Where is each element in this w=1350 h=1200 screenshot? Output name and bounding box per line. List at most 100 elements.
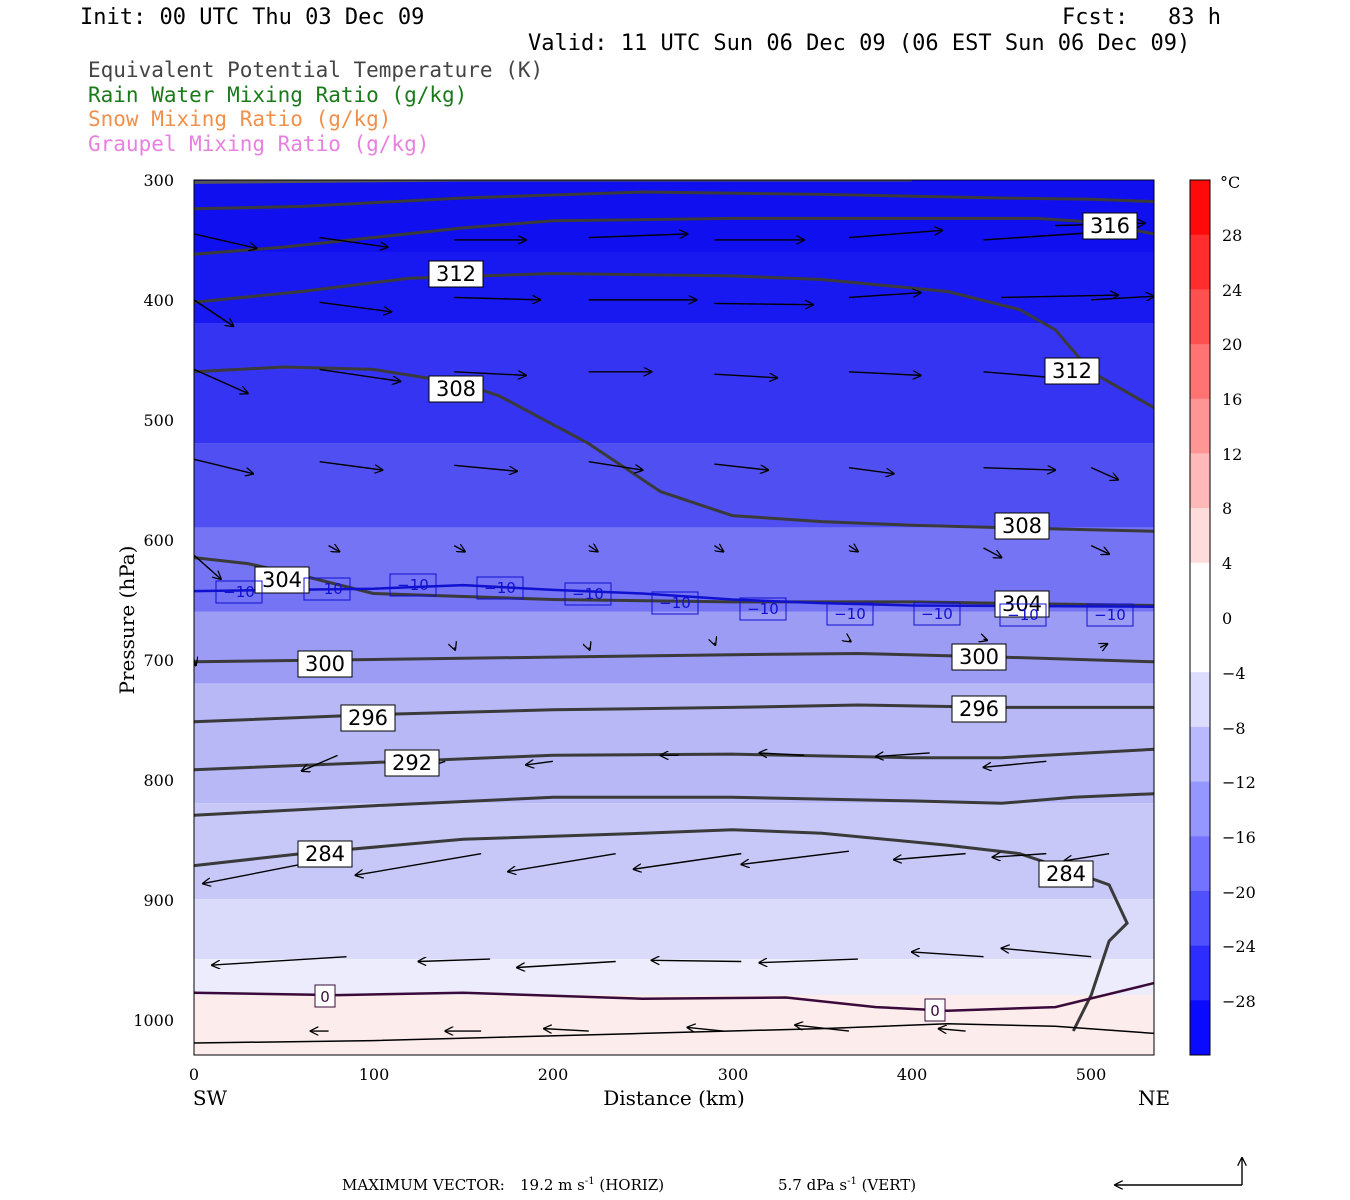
wind-arrow <box>194 554 221 579</box>
colorbar <box>1190 180 1210 1056</box>
wind-arrow <box>194 458 253 473</box>
wind-arrow <box>1100 644 1107 648</box>
theta-e-contour-292 <box>194 747 1154 772</box>
wind-arrow <box>589 647 590 649</box>
wind-arrow <box>319 301 392 312</box>
colorbar-frame <box>1189 179 1211 1056</box>
x-tick-label: 0 <box>189 1065 199 1084</box>
theta-label-text: 312 <box>436 262 476 286</box>
valid-time: Valid: 11 UTC Sun 06 Dec 09 (06 EST Sun … <box>528 31 1191 56</box>
isotherm-label: −10 <box>826 602 874 626</box>
colorbar-bin <box>1190 781 1210 837</box>
isotherm-label-text: −10 <box>484 579 516 597</box>
colorbar-bin <box>1190 726 1210 783</box>
theta-e-labels: 316 312 312 308 308 304 304 300 300 296 … <box>254 212 1138 888</box>
wind-arrow <box>194 233 257 248</box>
y-tick-label: 400 <box>143 291 174 310</box>
theta-label: 308 <box>428 375 484 403</box>
colorbar-bin <box>1190 289 1210 345</box>
isotherm-label: −10 <box>739 597 787 621</box>
theta-label: 300 <box>297 650 353 678</box>
theta-label-text: 284 <box>305 842 345 866</box>
x-tick-label: 200 <box>538 1065 569 1084</box>
temperature-fill <box>194 180 1154 1055</box>
colorbar-tick-label: 12 <box>1222 445 1242 464</box>
colorbar-unit: °C <box>1220 173 1240 192</box>
theta-e-contour-304 <box>194 556 1154 607</box>
theta-label: 304 <box>254 566 310 594</box>
isotherm-label: −10 <box>389 573 437 597</box>
x-axis: 0 100 200 300 400 500 SW NE Distance (km… <box>189 1065 1170 1110</box>
temperature-band <box>194 683 1154 804</box>
theta-label-text: 300 <box>305 652 345 676</box>
wind-arrow <box>544 1029 589 1031</box>
theta-label: 296 <box>951 695 1007 723</box>
isotherm-label: 0 <box>314 984 336 1008</box>
legend-rain: Rain Water Mixing Ratio (g/kg) <box>88 83 468 107</box>
theta-label-text: 316 <box>1090 214 1130 238</box>
colorbar-tick-label: −16 <box>1222 828 1256 847</box>
wind-arrow <box>848 230 942 239</box>
wind-arrow <box>418 959 491 961</box>
wind-arrow <box>588 234 688 238</box>
isotherm-label: −10 <box>999 603 1047 627</box>
wind-arrow <box>894 852 966 860</box>
init-time: Init: 00 UTC Thu 03 Dec 09 <box>80 5 425 30</box>
wind-arrow <box>848 546 858 552</box>
theta-label: 284 <box>297 840 353 868</box>
theta-label-text: 308 <box>436 377 476 401</box>
colorbar-tick-label: 28 <box>1222 226 1242 245</box>
isotherm-label-text: 0 <box>930 1002 940 1020</box>
theta-label: 312 <box>1044 357 1100 385</box>
colorbar-tick-label: 24 <box>1222 281 1242 300</box>
colorbar-bin <box>1190 672 1210 728</box>
reference-vector <box>1115 1158 1242 1185</box>
theta-e-contour-288 <box>194 792 1154 817</box>
wind-arrow <box>912 952 984 958</box>
wind-arrow <box>759 753 805 755</box>
theta-label-text: 312 <box>1052 359 1092 383</box>
theta-label-text: 300 <box>959 645 999 669</box>
wind-arrow <box>302 754 338 771</box>
colorbar-bin <box>1190 562 1210 618</box>
wind-arrow <box>848 372 921 376</box>
isotherm-label: 0 <box>924 998 946 1022</box>
wind-arrow <box>212 956 347 965</box>
wind-arrow <box>319 460 383 470</box>
plot-frame <box>193 179 1155 1056</box>
wind-arrow <box>508 852 616 872</box>
y-tick-label: 500 <box>143 411 174 430</box>
colorbar-bin <box>1190 836 1210 892</box>
isotherm-zero-labels: 0 0 <box>314 984 946 1022</box>
x-tick-label: 300 <box>718 1065 749 1084</box>
wind-arrow <box>1064 852 1110 861</box>
horiz-value: 19.2 m s <box>520 1176 585 1194</box>
wind-arrow <box>454 464 517 471</box>
y-tick-label: 300 <box>143 171 174 190</box>
wind-arrow <box>849 640 851 641</box>
wind-arrow <box>984 760 1047 767</box>
colorbar-bin <box>1190 234 1210 290</box>
colorbar-bin <box>1190 180 1210 236</box>
wind-arrow <box>454 297 540 299</box>
isotherm-label-text: −10 <box>311 580 343 598</box>
wind-arrow <box>741 850 850 864</box>
isotherm-label: −10 <box>303 577 351 601</box>
wind-arrow <box>454 372 526 376</box>
theta-e-contour-316 <box>194 190 1154 211</box>
colorbar-tick-label: 4 <box>1222 554 1232 573</box>
y-tick-label: 900 <box>143 891 174 910</box>
x-end-label-ne: NE <box>1138 1086 1170 1110</box>
colorbar-tick-label: −24 <box>1222 937 1256 956</box>
isotherm-label-text: −10 <box>747 600 779 618</box>
forecast-hour: Fcst: 83 h <box>1062 5 1221 30</box>
wind-arrow <box>714 643 715 645</box>
wind-arrow <box>848 466 894 474</box>
theta-e-contour-316 <box>194 216 1154 256</box>
wind-arrow <box>714 303 813 304</box>
wind-arrow <box>1090 544 1109 554</box>
wind-arrow <box>984 639 988 640</box>
wind-arrow <box>652 960 742 961</box>
wind-arrow <box>939 1029 966 1031</box>
temperature-band <box>194 527 1154 612</box>
